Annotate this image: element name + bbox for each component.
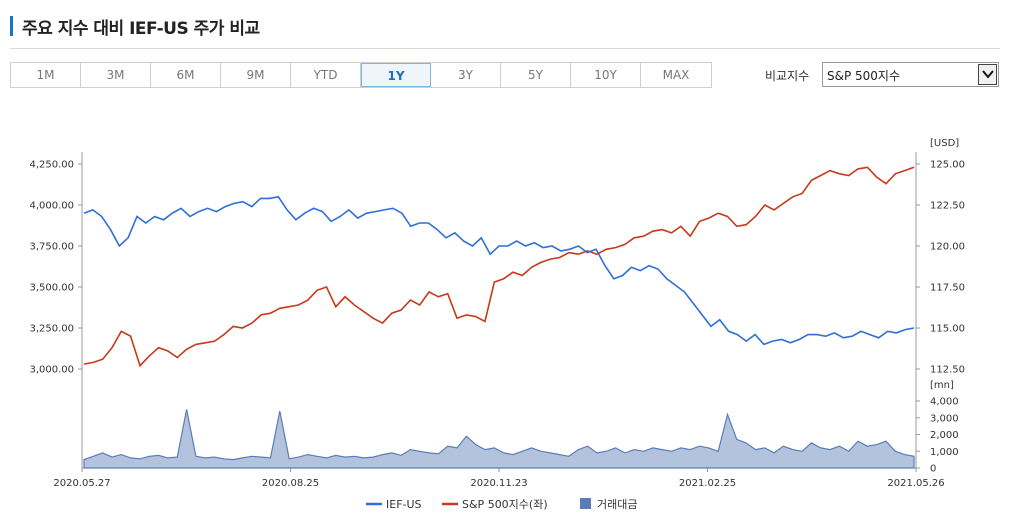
right-tick-label: 117.50 [930, 283, 965, 294]
period-tab-5y[interactable]: 5Y [501, 63, 571, 87]
volume-tick-label: 1,000 [930, 447, 959, 458]
left-tick-label: 3,500.00 [29, 283, 74, 294]
left-tick-label: 3,750.00 [29, 242, 74, 253]
legend-volume-label: 거래대금 [597, 498, 637, 511]
period-tab-1y[interactable]: 1Y [361, 63, 431, 87]
x-tick-label: 2021.05.26 [887, 478, 944, 489]
legend-ief-label: IEF-US [386, 498, 422, 511]
chevron-down-icon [982, 70, 994, 79]
volume-tick-label: 0 [930, 464, 936, 475]
page-title: 주요 지수 대비 IEF-US 주가 비교 [22, 19, 260, 39]
period-tab-3m[interactable]: 3M [81, 63, 151, 87]
left-tick-label: 3,250.00 [29, 324, 74, 335]
left-tick-label: 4,000.00 [29, 201, 74, 212]
right-tick-label: 115.00 [930, 324, 965, 335]
left-tick-label: 4,250.00 [29, 160, 74, 171]
right-tick-label: 125.00 [930, 160, 965, 171]
volume-tick-label: 4,000 [930, 397, 959, 408]
title-accent [10, 16, 13, 36]
period-tab-1m[interactable]: 1M [11, 63, 81, 87]
period-tab-ytd[interactable]: YTD [291, 63, 361, 87]
volume-tick-label: 2,000 [930, 430, 959, 441]
ief-line [83, 195, 915, 346]
volume-axis-unit: [mn] [930, 380, 954, 391]
title-bar: 주요 지수 대비 IEF-US 주가 비교 [10, 14, 1000, 49]
period-tabs: 1M 3M 6M 9M YTD 1Y 3Y 5Y 10Y MAX [10, 62, 712, 88]
period-tab-9m[interactable]: 9M [221, 63, 291, 87]
x-tick-label: 2020.08.25 [262, 478, 319, 489]
x-tick-label: 2020.11.23 [470, 478, 527, 489]
right-axis-unit: [USD] [930, 138, 959, 149]
legend-volume-swatch [580, 498, 591, 509]
period-tab-10y[interactable]: 10Y [571, 63, 641, 87]
dropdown-button[interactable] [978, 64, 997, 85]
x-tick-label: 2021.02.25 [679, 478, 736, 489]
compare-index-select[interactable]: S&P 500지수 [822, 62, 999, 87]
compare-label: 비교지수 [765, 69, 810, 83]
volume-area [83, 409, 915, 469]
compare-select-value: S&P 500지수 [827, 69, 901, 83]
period-tab-max[interactable]: MAX [641, 63, 711, 87]
right-tick-label: 120.00 [930, 242, 965, 253]
volume-tick-label: 3,000 [930, 413, 959, 424]
right-tick-label: 112.50 [930, 365, 965, 376]
period-tab-3y[interactable]: 3Y [431, 63, 501, 87]
period-tab-6m[interactable]: 6M [151, 63, 221, 87]
sp500-line [83, 166, 915, 368]
x-tick-label: 2020.05.27 [53, 478, 110, 489]
legend-sp500-label: S&P 500지수(좌) [462, 498, 548, 511]
left-tick-label: 3,000.00 [29, 365, 74, 376]
right-tick-label: 122.50 [930, 201, 965, 212]
